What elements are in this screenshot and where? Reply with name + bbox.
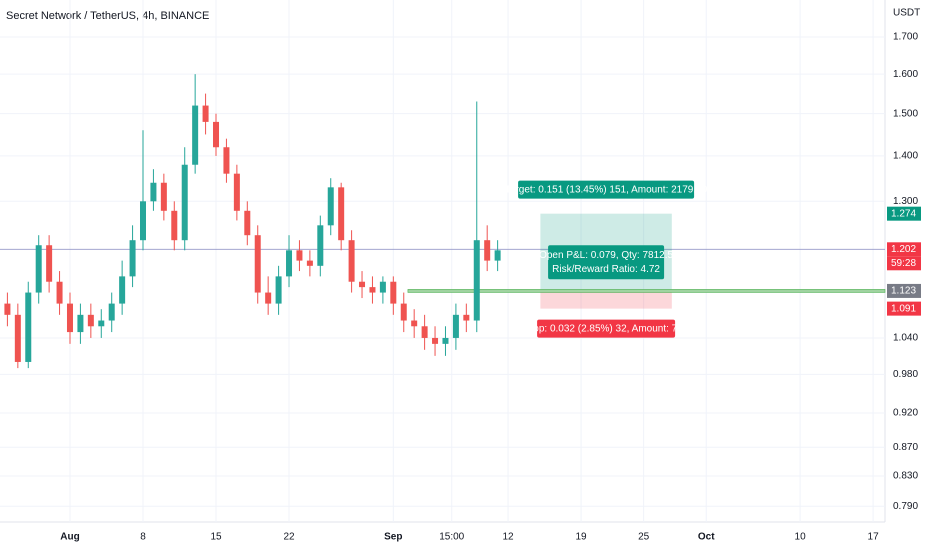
candle-body — [108, 303, 115, 321]
y-tick-label: 1.700 — [893, 32, 918, 43]
stop-zone — [540, 290, 672, 309]
entry-line — [407, 289, 886, 293]
candle-body — [286, 250, 293, 277]
candle-body — [265, 292, 272, 304]
x-tick-label: 22 — [283, 532, 295, 543]
candle-body — [411, 320, 418, 327]
candle-body — [77, 314, 84, 333]
target-label: Target: 0.151 (13.45%) 151, Amount: 2179… — [505, 184, 708, 195]
candle-body — [244, 210, 251, 236]
target-price-label: 1.274 — [891, 208, 916, 219]
candle-body — [494, 250, 501, 261]
rr-label: Risk/Reward Ratio: 4.72 — [552, 264, 660, 275]
x-tick-label: 19 — [576, 532, 588, 543]
candle-body — [327, 187, 334, 226]
candle-body — [150, 182, 157, 202]
x-tick-label: 12 — [502, 532, 514, 543]
stop-label: Stop: 0.032 (2.85%) 32, Amount: 750 — [524, 323, 689, 334]
x-tick-label: 8 — [140, 532, 146, 543]
x-tick-label: 10 — [795, 532, 807, 543]
candle-body — [4, 303, 11, 315]
grid — [0, 0, 885, 522]
candle-body — [202, 105, 209, 122]
candle-body — [452, 314, 459, 338]
candle-body — [275, 276, 282, 304]
y-tick-label: 1.040 — [893, 333, 918, 344]
candle-body — [400, 303, 407, 321]
candle-body — [421, 326, 428, 338]
x-tick-label: 17 — [868, 532, 880, 543]
candle-body — [35, 245, 42, 293]
candle-body — [139, 201, 146, 241]
candle-body — [223, 147, 230, 174]
candle-body — [213, 121, 220, 148]
x-tick-label: Aug — [60, 532, 79, 543]
candle-body — [379, 281, 386, 293]
candle-body — [463, 314, 470, 321]
candle-body — [160, 182, 167, 211]
candle-body — [390, 281, 397, 304]
y-tick-label: 0.830 — [893, 471, 918, 482]
candle-body — [98, 320, 105, 327]
candle-body — [306, 260, 313, 266]
y-tick-label: 0.790 — [893, 501, 918, 512]
y-tick-label: 1.600 — [893, 69, 918, 80]
stop-price-label-box — [887, 301, 921, 316]
y-axis-unit: USDT — [893, 8, 920, 19]
candle-body — [338, 187, 345, 241]
target-label-box — [518, 180, 695, 199]
entry-price-label-box — [887, 283, 921, 298]
countdown: 59:28 — [891, 258, 916, 269]
candle-body — [87, 314, 94, 327]
candle-body — [119, 276, 126, 304]
candle-body — [181, 164, 188, 241]
candle-body — [317, 225, 324, 266]
candle-body — [369, 287, 376, 293]
chart-title: Secret Network / TetherUS, 4h, BINANCE — [6, 10, 209, 22]
countdown-box — [887, 256, 921, 271]
target-price-label-box — [887, 206, 921, 221]
candles — [4, 74, 501, 369]
candle-body — [254, 235, 261, 293]
candle-body — [25, 292, 32, 362]
last-price-label: 1.202 — [891, 244, 916, 255]
candle-body — [296, 250, 303, 261]
y-tick-label: 0.870 — [893, 442, 918, 453]
candle-body — [46, 245, 53, 282]
candle-body — [432, 337, 439, 344]
pnl-label: Open P&L: 0.079, Qty: 7812.5 — [539, 250, 673, 261]
x-tick-label: Sep — [384, 532, 402, 543]
y-tick-label: 1.300 — [893, 196, 918, 207]
last-price-label-box — [887, 242, 921, 257]
candle-body — [473, 240, 480, 321]
x-tick-label: 15 — [210, 532, 222, 543]
candle-body — [359, 281, 366, 288]
y-tick-label: 1.400 — [893, 151, 918, 162]
y-tick-label: 0.920 — [893, 408, 918, 419]
y-tick-label: 1.500 — [893, 108, 918, 119]
pnl-label-box — [548, 245, 665, 280]
candle-body — [14, 314, 21, 362]
x-tick-label: 25 — [638, 532, 650, 543]
candle-body — [233, 173, 240, 211]
candle-body — [56, 281, 63, 304]
entry-price-label: 1.123 — [891, 286, 916, 297]
candle-body — [129, 240, 136, 277]
candle-body — [442, 337, 449, 344]
candle-body — [192, 105, 199, 165]
candle-body — [484, 240, 491, 261]
x-tick-label: Oct — [698, 532, 715, 543]
candle-body — [66, 303, 73, 333]
stop-price-label: 1.091 — [891, 303, 916, 314]
candle-body — [348, 240, 355, 282]
stop-label-box — [537, 319, 676, 338]
candle-body — [171, 210, 178, 241]
y-tick-label: 0.980 — [893, 369, 918, 380]
x-tick-label: 15:00 — [439, 532, 464, 543]
